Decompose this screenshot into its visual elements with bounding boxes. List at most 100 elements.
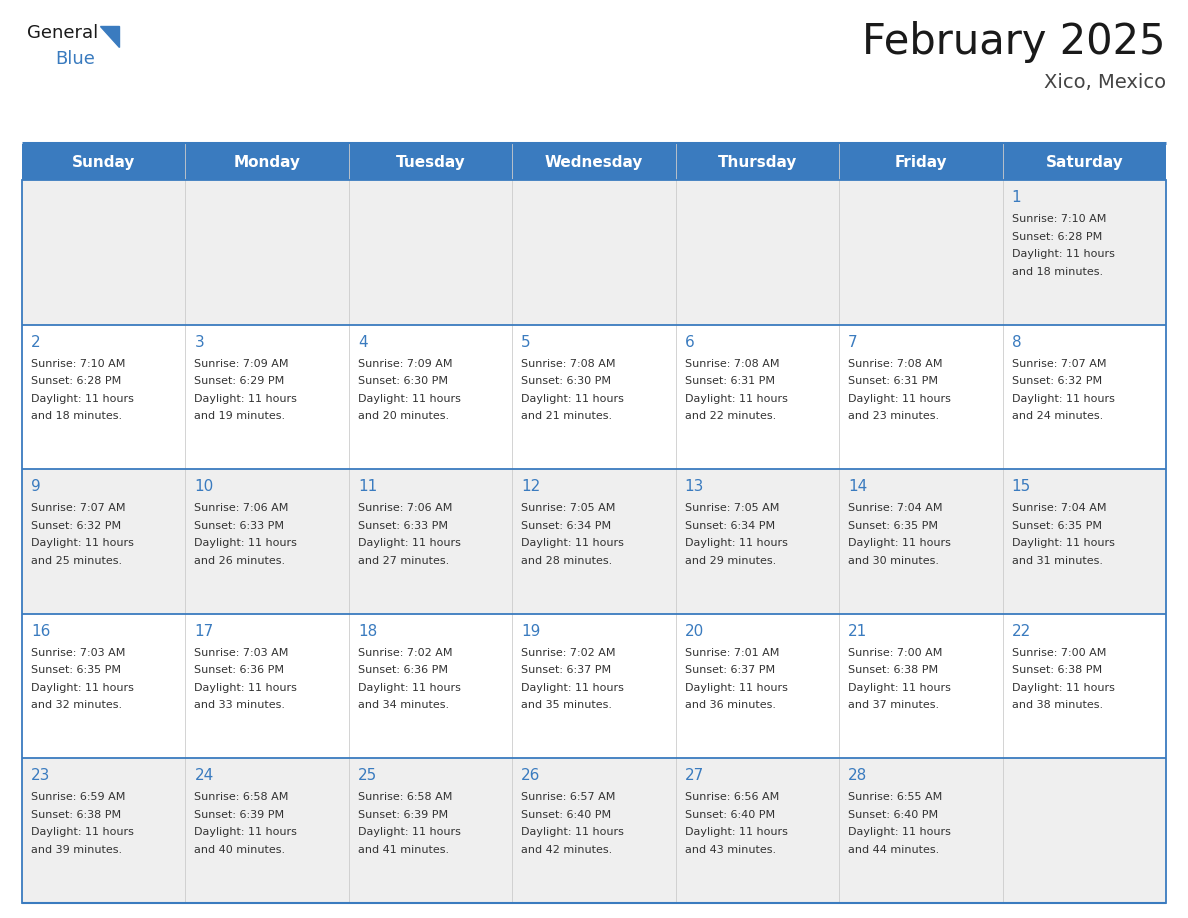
Text: Sunrise: 7:05 AM: Sunrise: 7:05 AM: [522, 503, 615, 513]
Text: and 18 minutes.: and 18 minutes.: [1011, 266, 1102, 276]
Text: and 44 minutes.: and 44 minutes.: [848, 845, 940, 855]
Text: and 18 minutes.: and 18 minutes.: [31, 411, 122, 421]
Text: Sunrise: 6:59 AM: Sunrise: 6:59 AM: [31, 792, 126, 802]
Text: Sunset: 6:30 PM: Sunset: 6:30 PM: [522, 376, 612, 386]
Text: Sunset: 6:31 PM: Sunset: 6:31 PM: [684, 376, 775, 386]
Text: and 43 minutes.: and 43 minutes.: [684, 845, 776, 855]
Text: Sunset: 6:33 PM: Sunset: 6:33 PM: [358, 521, 448, 531]
Bar: [23, 758, 1165, 903]
Text: 13: 13: [684, 479, 704, 494]
Text: and 42 minutes.: and 42 minutes.: [522, 845, 613, 855]
Text: Daylight: 11 hours: Daylight: 11 hours: [684, 827, 788, 837]
Text: Sunrise: 7:08 AM: Sunrise: 7:08 AM: [522, 359, 615, 369]
Text: and 23 minutes.: and 23 minutes.: [848, 411, 940, 421]
Text: Sunset: 6:39 PM: Sunset: 6:39 PM: [358, 810, 448, 820]
Text: Sunrise: 7:01 AM: Sunrise: 7:01 AM: [684, 648, 779, 658]
Text: 2: 2: [31, 334, 40, 350]
Text: Sunrise: 6:58 AM: Sunrise: 6:58 AM: [195, 792, 289, 802]
Text: and 24 minutes.: and 24 minutes.: [1011, 411, 1102, 421]
Text: and 39 minutes.: and 39 minutes.: [31, 845, 122, 855]
Text: and 28 minutes.: and 28 minutes.: [522, 555, 613, 565]
Text: and 34 minutes.: and 34 minutes.: [358, 700, 449, 711]
Text: and 21 minutes.: and 21 minutes.: [522, 411, 612, 421]
Text: Sunrise: 7:08 AM: Sunrise: 7:08 AM: [848, 359, 942, 369]
Bar: [23, 469, 1165, 614]
Text: Daylight: 11 hours: Daylight: 11 hours: [31, 827, 134, 837]
Text: 22: 22: [1011, 624, 1031, 639]
Text: 4: 4: [358, 334, 367, 350]
Text: 12: 12: [522, 479, 541, 494]
Text: Sunset: 6:37 PM: Sunset: 6:37 PM: [522, 666, 612, 676]
Text: 7: 7: [848, 334, 858, 350]
Text: Sunrise: 7:00 AM: Sunrise: 7:00 AM: [848, 648, 942, 658]
Text: Sunset: 6:39 PM: Sunset: 6:39 PM: [195, 810, 285, 820]
Text: and 19 minutes.: and 19 minutes.: [195, 411, 285, 421]
Text: 1: 1: [1011, 190, 1022, 205]
Text: Sunset: 6:28 PM: Sunset: 6:28 PM: [1011, 231, 1101, 241]
Text: Sunset: 6:38 PM: Sunset: 6:38 PM: [31, 810, 121, 820]
Text: Sunrise: 7:04 AM: Sunrise: 7:04 AM: [1011, 503, 1106, 513]
Text: and 31 minutes.: and 31 minutes.: [1011, 555, 1102, 565]
Text: Sunset: 6:31 PM: Sunset: 6:31 PM: [848, 376, 939, 386]
Text: Sunrise: 6:55 AM: Sunrise: 6:55 AM: [848, 792, 942, 802]
Text: and 33 minutes.: and 33 minutes.: [195, 700, 285, 711]
Text: Sunset: 6:32 PM: Sunset: 6:32 PM: [1011, 376, 1101, 386]
Text: Daylight: 11 hours: Daylight: 11 hours: [522, 683, 624, 693]
Text: Sunrise: 7:07 AM: Sunrise: 7:07 AM: [31, 503, 126, 513]
Polygon shape: [100, 26, 119, 47]
Text: 20: 20: [684, 624, 704, 639]
Text: Sunrise: 7:06 AM: Sunrise: 7:06 AM: [358, 503, 453, 513]
Text: Sunrise: 7:03 AM: Sunrise: 7:03 AM: [31, 648, 126, 658]
Text: Sunrise: 7:03 AM: Sunrise: 7:03 AM: [195, 648, 289, 658]
Text: Sunrise: 7:04 AM: Sunrise: 7:04 AM: [848, 503, 942, 513]
Text: Daylight: 11 hours: Daylight: 11 hours: [195, 827, 297, 837]
Text: 26: 26: [522, 768, 541, 783]
Text: 10: 10: [195, 479, 214, 494]
Text: Sunset: 6:34 PM: Sunset: 6:34 PM: [522, 521, 612, 531]
Text: 18: 18: [358, 624, 377, 639]
Text: 5: 5: [522, 334, 531, 350]
Text: and 20 minutes.: and 20 minutes.: [358, 411, 449, 421]
Text: Sunrise: 6:58 AM: Sunrise: 6:58 AM: [358, 792, 453, 802]
Text: Sunrise: 7:00 AM: Sunrise: 7:00 AM: [1011, 648, 1106, 658]
Text: Daylight: 11 hours: Daylight: 11 hours: [358, 683, 461, 693]
Text: 8: 8: [1011, 334, 1022, 350]
Text: Sunrise: 7:09 AM: Sunrise: 7:09 AM: [195, 359, 289, 369]
Text: Sunset: 6:37 PM: Sunset: 6:37 PM: [684, 666, 775, 676]
Text: and 30 minutes.: and 30 minutes.: [848, 555, 940, 565]
Text: Saturday: Saturday: [1045, 154, 1123, 170]
Text: Daylight: 11 hours: Daylight: 11 hours: [195, 394, 297, 404]
Text: 27: 27: [684, 768, 704, 783]
Text: 3: 3: [195, 334, 204, 350]
Text: Sunrise: 7:02 AM: Sunrise: 7:02 AM: [358, 648, 453, 658]
Text: Sunset: 6:29 PM: Sunset: 6:29 PM: [195, 376, 285, 386]
Text: Sunset: 6:40 PM: Sunset: 6:40 PM: [522, 810, 612, 820]
Text: Daylight: 11 hours: Daylight: 11 hours: [358, 827, 461, 837]
Text: and 29 minutes.: and 29 minutes.: [684, 555, 776, 565]
Text: 6: 6: [684, 334, 695, 350]
Text: Daylight: 11 hours: Daylight: 11 hours: [1011, 683, 1114, 693]
Text: Daylight: 11 hours: Daylight: 11 hours: [358, 538, 461, 548]
Text: Monday: Monday: [234, 154, 301, 170]
Text: Sunrise: 7:09 AM: Sunrise: 7:09 AM: [358, 359, 453, 369]
Bar: [23, 614, 1165, 758]
Text: Sunday: Sunday: [72, 154, 135, 170]
Text: Daylight: 11 hours: Daylight: 11 hours: [684, 683, 788, 693]
Text: Sunset: 6:30 PM: Sunset: 6:30 PM: [358, 376, 448, 386]
Text: Sunset: 6:35 PM: Sunset: 6:35 PM: [1011, 521, 1101, 531]
Text: Sunset: 6:33 PM: Sunset: 6:33 PM: [195, 521, 284, 531]
Text: Daylight: 11 hours: Daylight: 11 hours: [1011, 394, 1114, 404]
Text: Wednesday: Wednesday: [545, 154, 643, 170]
Text: Sunrise: 7:10 AM: Sunrise: 7:10 AM: [1011, 214, 1106, 224]
Text: Sunset: 6:36 PM: Sunset: 6:36 PM: [358, 666, 448, 676]
Text: Blue: Blue: [55, 50, 95, 68]
Text: Tuesday: Tuesday: [396, 154, 466, 170]
Text: and 32 minutes.: and 32 minutes.: [31, 700, 122, 711]
Text: Sunrise: 6:56 AM: Sunrise: 6:56 AM: [684, 792, 779, 802]
Text: Sunset: 6:32 PM: Sunset: 6:32 PM: [31, 521, 121, 531]
Text: 19: 19: [522, 624, 541, 639]
Text: Sunrise: 7:07 AM: Sunrise: 7:07 AM: [1011, 359, 1106, 369]
Text: Daylight: 11 hours: Daylight: 11 hours: [848, 827, 952, 837]
Text: Daylight: 11 hours: Daylight: 11 hours: [848, 683, 952, 693]
Text: 14: 14: [848, 479, 867, 494]
